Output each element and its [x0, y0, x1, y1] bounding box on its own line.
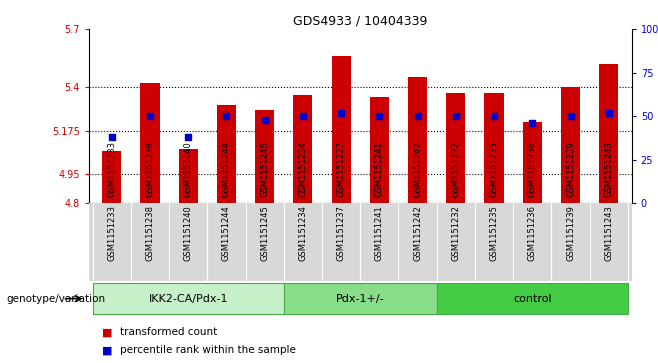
Text: transformed count: transformed count: [120, 327, 218, 337]
Text: IKK2-CA/Pdx-1: IKK2-CA/Pdx-1: [149, 294, 228, 303]
Point: [259, 117, 270, 123]
Bar: [561, 87, 580, 203]
Text: GSM1151235: GSM1151235: [490, 205, 499, 261]
Text: GSM1151243: GSM1151243: [604, 205, 613, 261]
Point: [565, 113, 576, 119]
Point: [107, 134, 117, 140]
Text: GSM1151238: GSM1151238: [145, 205, 155, 261]
Point: [451, 113, 461, 119]
Bar: [332, 56, 351, 203]
Point: [221, 113, 232, 119]
Point: [336, 110, 346, 115]
Text: GSM1151239: GSM1151239: [566, 205, 575, 261]
Text: GSM1151240: GSM1151240: [184, 205, 193, 261]
Bar: [179, 149, 198, 203]
Point: [603, 110, 614, 115]
Text: GSM1151241: GSM1151241: [375, 205, 384, 261]
Point: [413, 113, 423, 119]
Point: [527, 120, 538, 126]
Bar: [370, 97, 389, 203]
Text: GSM1151245: GSM1151245: [260, 205, 269, 261]
Bar: [140, 83, 159, 203]
Text: percentile rank within the sample: percentile rank within the sample: [120, 345, 296, 355]
Point: [489, 113, 499, 119]
Text: GSM1151233: GSM1151233: [107, 205, 116, 261]
Text: Pdx-1+/-: Pdx-1+/-: [336, 294, 384, 303]
Bar: [599, 64, 619, 203]
Text: GSM1151242: GSM1151242: [413, 205, 422, 261]
FancyBboxPatch shape: [437, 283, 628, 314]
FancyBboxPatch shape: [284, 283, 437, 314]
Bar: [217, 105, 236, 203]
Text: ■: ■: [102, 327, 113, 337]
Bar: [293, 95, 313, 203]
FancyBboxPatch shape: [93, 283, 284, 314]
Text: GSM1151232: GSM1151232: [451, 205, 461, 261]
Bar: [102, 151, 121, 203]
Point: [374, 113, 385, 119]
Text: control: control: [513, 294, 551, 303]
Bar: [408, 77, 427, 203]
Bar: [484, 93, 503, 203]
Bar: [255, 110, 274, 203]
Text: GSM1151244: GSM1151244: [222, 205, 231, 261]
Bar: [446, 93, 465, 203]
Point: [183, 134, 193, 140]
Point: [297, 113, 308, 119]
Text: genotype/variation: genotype/variation: [7, 294, 106, 303]
Text: ■: ■: [102, 345, 113, 355]
Text: GSM1151236: GSM1151236: [528, 205, 537, 261]
Point: [145, 113, 155, 119]
Text: GSM1151237: GSM1151237: [337, 205, 345, 261]
Text: GSM1151234: GSM1151234: [299, 205, 307, 261]
Text: GDS4933 / 10404339: GDS4933 / 10404339: [293, 15, 428, 28]
Bar: [522, 122, 542, 203]
